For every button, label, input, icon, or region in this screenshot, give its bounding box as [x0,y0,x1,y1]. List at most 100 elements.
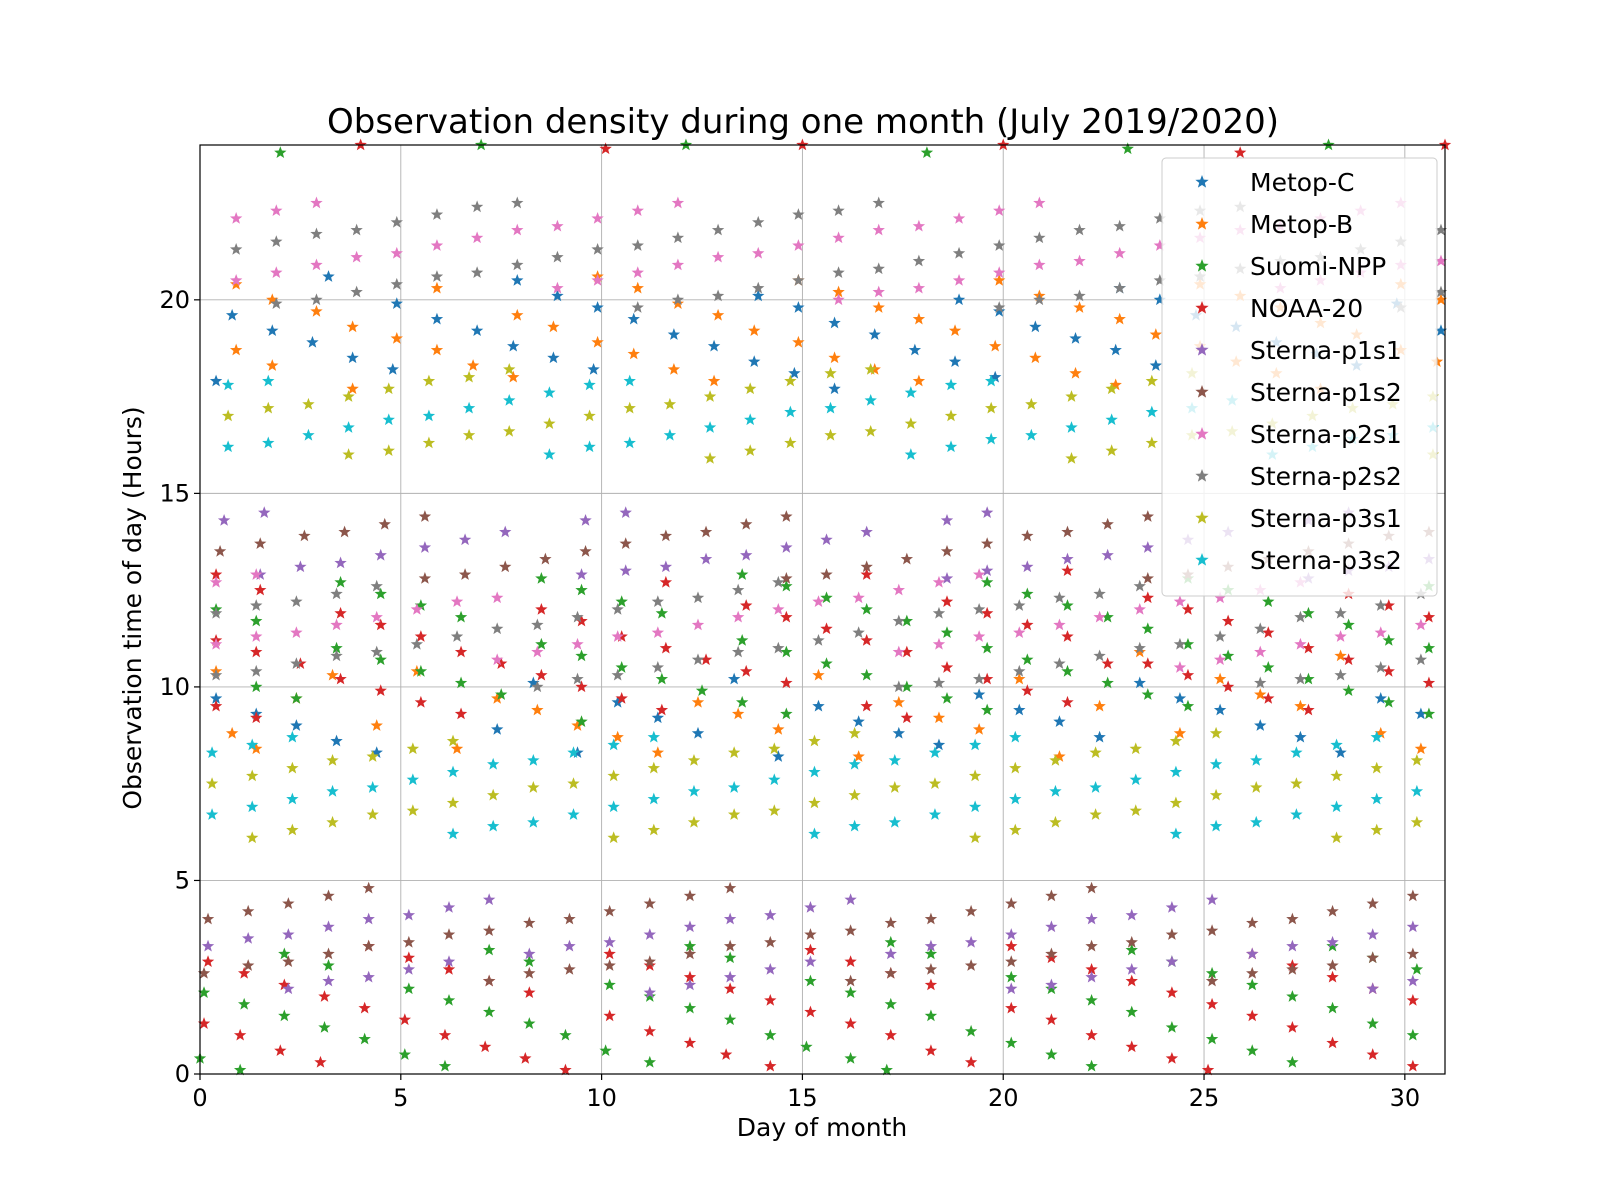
data-point [812,595,825,608]
data-point [1009,792,1022,805]
data-point [1085,881,1098,894]
data-point [438,1028,452,1041]
x-tick-label: 25 [1189,1084,1220,1112]
data-point [1125,908,1138,921]
x-tick-label: 30 [1390,1084,1421,1112]
data-point [844,1017,857,1029]
data-point [812,699,825,712]
data-point [583,440,596,453]
data-point [442,901,456,913]
data-point [980,641,994,654]
data-point [1221,680,1235,693]
data-point [1254,719,1267,731]
data-point [543,386,556,398]
data-point [993,266,1006,278]
data-point [1262,626,1275,638]
data-point [1021,560,1034,573]
data-point [723,912,737,925]
data-point [1005,982,1018,995]
data-point [374,548,387,561]
data-point [643,897,656,909]
data-point [591,273,604,286]
data-point [286,792,299,805]
data-point [382,444,395,457]
data-point [872,262,885,275]
x-tick-label: 20 [988,1084,1019,1112]
data-point [418,510,432,522]
data-point [1286,939,1299,952]
data-point [740,664,753,677]
data-point [848,788,861,801]
data-point [346,351,359,364]
data-point [1085,912,1098,925]
data-point [1326,1001,1339,1014]
data-point [924,978,938,991]
data-point [1045,1048,1058,1060]
data-point [832,231,845,244]
data-point [1294,730,1307,743]
data-point [852,715,865,728]
data-point [683,920,697,933]
data-point [1366,1048,1379,1060]
data-point [723,1013,737,1026]
data-point [832,285,845,298]
data-point [531,645,544,658]
data-point [723,982,737,995]
data-point [342,448,355,460]
data-point [482,924,496,937]
data-point [651,746,665,758]
data-point [972,672,986,685]
data-point [1374,692,1387,704]
data-point [683,1036,697,1049]
data-point [262,401,275,414]
data-point [1205,997,1219,1010]
data-point [860,568,873,580]
data-point [607,738,620,751]
data-point [1105,444,1118,457]
data-point [1422,641,1436,654]
data-point [631,301,644,313]
data-point [768,773,781,786]
data-point [1085,993,1098,1006]
data-point [1205,1032,1219,1045]
data-point [1153,212,1167,224]
data-point [985,401,998,414]
data-point [932,606,946,619]
data-point [1061,564,1074,577]
data-point [298,529,311,542]
data-point [904,448,918,460]
legend-marker [1195,427,1209,440]
data-point [1374,726,1387,739]
data-point [1085,939,1098,952]
data-point [390,215,403,228]
data-point [539,552,552,565]
data-point [699,653,713,666]
data-point [924,939,938,952]
legend: Metop-C Metop-B Suomi-NPP NOAA-20 Sterna-p1s… [1161,157,1438,597]
data-point [354,138,367,151]
data-point [1109,343,1122,356]
data-point [1434,324,1448,337]
data-point [772,575,785,588]
data-point [932,738,946,751]
data-point [932,711,946,724]
data-point [1029,351,1042,364]
data-point [402,962,416,975]
data-point [374,684,387,697]
data-point [1246,966,1259,979]
data-point [446,796,460,809]
data-point [1093,587,1106,600]
data-point [1302,606,1315,619]
data-point [450,742,464,755]
data-point [511,273,524,286]
data-point [940,513,954,526]
data-point [1205,924,1219,937]
data-point [832,293,845,306]
data-point [563,912,576,925]
data-point [980,703,994,716]
data-point [370,719,383,731]
data-point [1169,734,1183,747]
data-point [1025,428,1038,441]
data-point [1406,1059,1420,1072]
data-point [258,506,271,518]
